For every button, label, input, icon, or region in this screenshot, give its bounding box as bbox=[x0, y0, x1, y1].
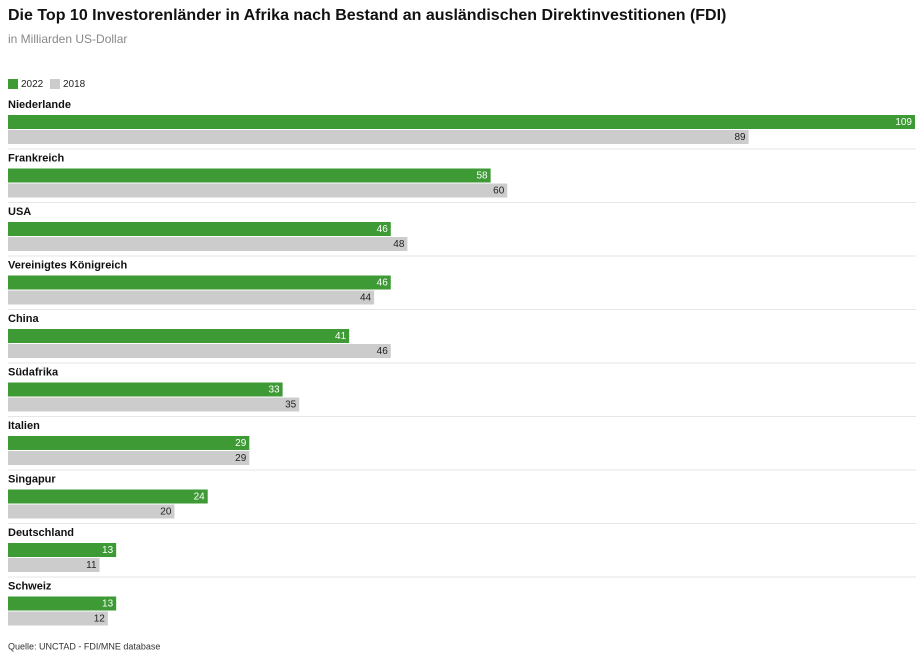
value-label: 29 bbox=[235, 453, 247, 464]
value-label: 24 bbox=[194, 492, 206, 503]
value-label: 11 bbox=[86, 560, 97, 571]
category-label: Südafrika bbox=[8, 366, 59, 378]
bar bbox=[8, 344, 391, 358]
bar bbox=[8, 397, 300, 412]
bar bbox=[8, 436, 250, 450]
bar bbox=[8, 168, 491, 183]
chart-title: Die Top 10 Investorenländer in Afrika na… bbox=[8, 7, 726, 24]
bar bbox=[8, 130, 749, 144]
value-label: 13 bbox=[102, 545, 114, 556]
value-label: 60 bbox=[493, 186, 505, 197]
category-label: Niederlande bbox=[8, 99, 71, 111]
value-label: 33 bbox=[268, 385, 280, 396]
value-label: 20 bbox=[160, 507, 172, 518]
value-label: 13 bbox=[102, 599, 114, 610]
bar bbox=[8, 115, 915, 129]
value-label: 46 bbox=[377, 278, 389, 289]
bar bbox=[8, 596, 117, 611]
category-label: Italien bbox=[8, 420, 40, 432]
category-label: Vereinigtes Königreich bbox=[8, 259, 127, 271]
legend-swatch bbox=[50, 79, 60, 89]
bar bbox=[8, 489, 208, 504]
value-label: 35 bbox=[285, 400, 297, 411]
source-note: Quelle: UNCTAD - FDI/MNE database bbox=[8, 641, 160, 651]
bar bbox=[8, 451, 250, 465]
bar bbox=[8, 222, 391, 236]
bar bbox=[8, 237, 408, 251]
bar bbox=[8, 183, 508, 198]
value-label: 46 bbox=[377, 224, 389, 235]
bar bbox=[8, 290, 375, 305]
value-label: 109 bbox=[895, 117, 912, 128]
value-label: 44 bbox=[360, 293, 372, 304]
bar bbox=[8, 329, 350, 343]
chart-subtitle: in Milliarden US-Dollar bbox=[8, 32, 127, 46]
bar bbox=[8, 275, 391, 290]
value-label: 58 bbox=[476, 171, 488, 182]
bar bbox=[8, 504, 175, 519]
value-label: 41 bbox=[335, 331, 347, 342]
bar bbox=[8, 382, 283, 397]
category-label: Frankreich bbox=[8, 152, 65, 164]
value-label: 29 bbox=[235, 438, 247, 449]
category-label: China bbox=[8, 313, 39, 325]
bar bbox=[8, 611, 108, 626]
value-label: 89 bbox=[734, 132, 746, 143]
value-label: 46 bbox=[377, 346, 389, 357]
category-label: Schweiz bbox=[8, 580, 52, 592]
bar bbox=[8, 558, 100, 572]
value-label: 12 bbox=[94, 614, 106, 625]
value-label: 48 bbox=[393, 239, 405, 250]
category-label: Deutschland bbox=[8, 527, 74, 539]
legend-swatch bbox=[8, 79, 18, 89]
legend-label: 2018 bbox=[63, 79, 86, 90]
category-label: USA bbox=[8, 206, 31, 218]
legend-label: 2022 bbox=[21, 79, 44, 90]
bar bbox=[8, 543, 117, 557]
category-label: Singapur bbox=[8, 473, 56, 485]
